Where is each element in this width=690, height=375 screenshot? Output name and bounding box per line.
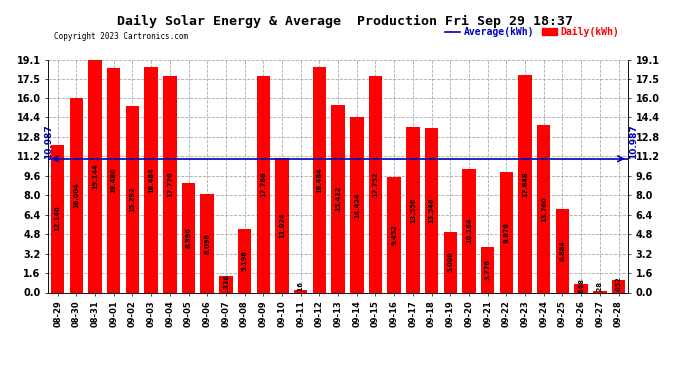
Bar [144, 68, 158, 292]
Bar [575, 284, 588, 292]
Text: Daily Solar Energy & Average  Production Fri Sep 29 18:37: Daily Solar Energy & Average Production … [117, 15, 573, 28]
Text: 14.424: 14.424 [354, 192, 359, 217]
Bar [406, 128, 420, 292]
Legend: Average(kWh), Daily(kWh): Average(kWh), Daily(kWh) [442, 23, 623, 41]
Bar [593, 291, 607, 292]
Text: 0.668: 0.668 [578, 278, 584, 299]
Text: 12.140: 12.140 [55, 206, 61, 231]
Bar [612, 280, 625, 292]
Bar [275, 158, 288, 292]
Bar [481, 246, 495, 292]
Bar [350, 117, 364, 292]
Text: 13.760: 13.760 [541, 196, 546, 222]
Bar [462, 169, 475, 292]
Text: 18.484: 18.484 [317, 167, 322, 193]
Bar [294, 290, 308, 292]
Text: 5.008: 5.008 [447, 252, 453, 273]
Text: 1.052: 1.052 [615, 276, 622, 297]
Bar [518, 75, 532, 292]
Bar [219, 276, 233, 292]
Text: 13.548: 13.548 [428, 197, 435, 223]
Text: Copyright 2023 Cartronics.com: Copyright 2023 Cartronics.com [54, 32, 188, 41]
Text: 8.996: 8.996 [186, 227, 192, 248]
Bar [181, 183, 195, 292]
Text: 3.776: 3.776 [484, 259, 491, 280]
Bar [555, 209, 569, 292]
Text: 9.876: 9.876 [504, 222, 509, 243]
Text: 17.788: 17.788 [260, 171, 266, 197]
Bar [313, 68, 326, 292]
Bar [257, 76, 270, 292]
Bar [88, 60, 101, 292]
Text: 11.024: 11.024 [279, 213, 285, 238]
Bar [500, 172, 513, 292]
Text: 18.480: 18.480 [110, 167, 117, 193]
Text: 15.412: 15.412 [335, 186, 341, 211]
Bar [444, 231, 457, 292]
Text: 6.884: 6.884 [560, 240, 566, 261]
Bar [163, 76, 177, 292]
Text: 19.144: 19.144 [92, 163, 98, 189]
Bar [331, 105, 345, 292]
Text: 18.484: 18.484 [148, 167, 154, 193]
Bar [201, 194, 214, 292]
Text: 0.128: 0.128 [597, 281, 603, 302]
Text: 9.452: 9.452 [391, 225, 397, 245]
Text: 17.848: 17.848 [522, 171, 528, 196]
Text: 8.096: 8.096 [204, 233, 210, 254]
Bar [107, 68, 121, 292]
Bar [126, 106, 139, 292]
Bar [70, 98, 83, 292]
Text: 15.292: 15.292 [130, 187, 135, 212]
Bar [388, 177, 401, 292]
Bar [537, 125, 551, 292]
Text: 13.556: 13.556 [410, 197, 416, 223]
Text: 5.196: 5.196 [241, 251, 248, 272]
Bar [238, 229, 251, 292]
Bar [425, 128, 438, 292]
Text: 16.004: 16.004 [73, 182, 79, 208]
Text: 1.336: 1.336 [223, 274, 229, 295]
Bar [51, 145, 64, 292]
Text: 0.216: 0.216 [297, 280, 304, 302]
Text: 17.752: 17.752 [373, 172, 379, 197]
Text: 17.776: 17.776 [167, 171, 172, 197]
Text: 10.987: 10.987 [43, 124, 53, 159]
Text: 10.164: 10.164 [466, 218, 472, 243]
Text: 10.987: 10.987 [629, 124, 638, 159]
Bar [368, 76, 382, 292]
